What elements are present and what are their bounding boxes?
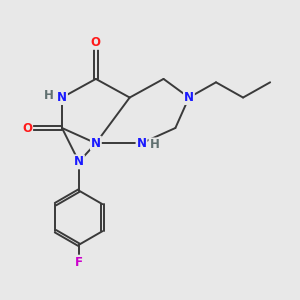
Text: H: H [149,138,159,152]
Text: N: N [74,155,84,168]
Text: N: N [136,137,146,150]
Text: O: O [91,36,101,49]
Text: F: F [75,256,83,269]
Text: O: O [22,122,32,134]
Text: N: N [57,91,67,104]
Text: H: H [44,89,54,102]
Text: N: N [91,137,101,150]
Text: N: N [184,91,194,104]
